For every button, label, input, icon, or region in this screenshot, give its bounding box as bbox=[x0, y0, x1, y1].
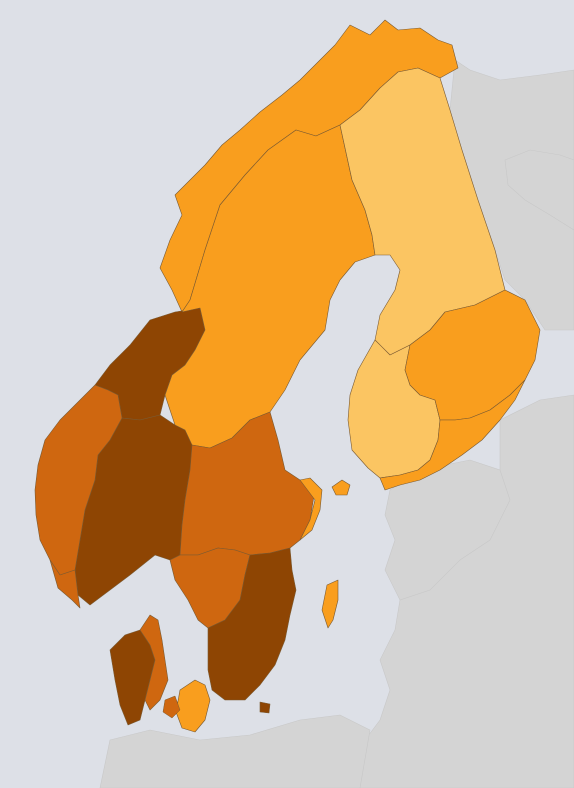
region-southern-norway[interactable] bbox=[49, 559, 81, 609]
region-aland[interactable] bbox=[331, 479, 351, 496]
kola-peninsula-land bbox=[504, 149, 574, 231]
region-stockholm[interactable] bbox=[299, 477, 323, 541]
germany-poland-land bbox=[99, 714, 371, 788]
region-bornholm[interactable] bbox=[259, 701, 271, 714]
region-gotland[interactable] bbox=[321, 579, 339, 629]
baltics-land bbox=[384, 459, 511, 601]
region-denmark-zealand[interactable] bbox=[175, 679, 211, 733]
region-denmark-funen[interactable] bbox=[162, 695, 181, 719]
data-regions bbox=[34, 19, 541, 733]
region-central-sweden[interactable] bbox=[179, 411, 316, 556]
region-south-sweden[interactable] bbox=[207, 547, 297, 701]
region-denmark-jutland-east[interactable] bbox=[139, 614, 169, 711]
background-land bbox=[99, 59, 574, 788]
region-southern-finland[interactable] bbox=[379, 379, 526, 491]
